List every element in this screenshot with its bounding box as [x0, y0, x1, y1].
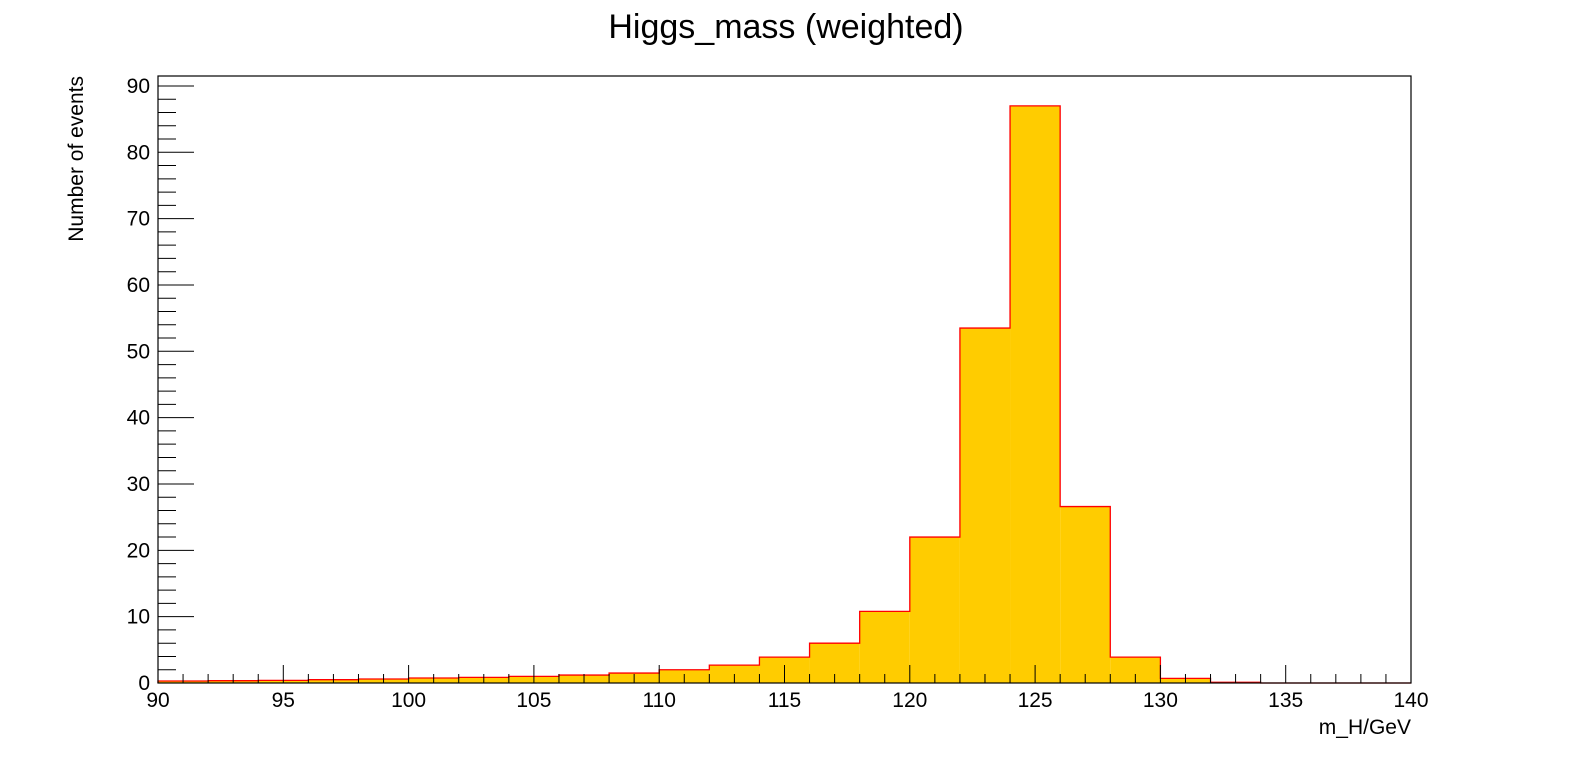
x-tick-label: 140 [1393, 689, 1428, 712]
histogram-bar [859, 611, 910, 683]
y-tick-label: 10 [127, 606, 150, 629]
x-axis-label: m_H/GeV [1319, 716, 1411, 739]
x-tick-label: 130 [1143, 689, 1178, 712]
x-tick-label: 100 [391, 689, 426, 712]
chart-title: Higgs_mass (weighted) [608, 8, 963, 46]
y-axis-label: Number of events [65, 76, 88, 242]
x-tick-label: 95 [272, 689, 295, 712]
histogram-bar [909, 537, 960, 683]
y-tick-label: 50 [127, 340, 150, 363]
histogram-outline [157, 105, 1411, 684]
histogram-bar [1060, 506, 1111, 683]
y-tick-label: 20 [127, 539, 150, 562]
x-tick-label: 135 [1268, 689, 1303, 712]
x-tick-label: 115 [768, 689, 801, 712]
y-tick-label: 40 [127, 407, 150, 430]
x-tick-label: 125 [1018, 689, 1053, 712]
x-tick-label: 90 [146, 689, 169, 712]
y-axis: 0 10 20 30 40 50 60 70 80 90 [127, 75, 194, 695]
x-tick-label: 110 [642, 689, 675, 712]
histogram-bars [158, 105, 1261, 683]
y-tick-label: 60 [127, 274, 150, 297]
x-axis: 90 95 100 105 110 115 120 125 130 135 140 [146, 665, 1429, 712]
plot-frame [157, 75, 1412, 684]
y-tick-label: 0 [138, 672, 150, 695]
y-tick-label: 90 [127, 75, 150, 98]
x-tick-label: 105 [516, 689, 551, 712]
histogram-bar [1010, 105, 1061, 683]
histogram-bar [959, 328, 1011, 683]
y-tick-label: 30 [127, 473, 150, 496]
y-tick-label: 80 [127, 141, 150, 164]
x-tick-label: 120 [892, 689, 927, 712]
y-tick-label: 70 [127, 208, 150, 231]
